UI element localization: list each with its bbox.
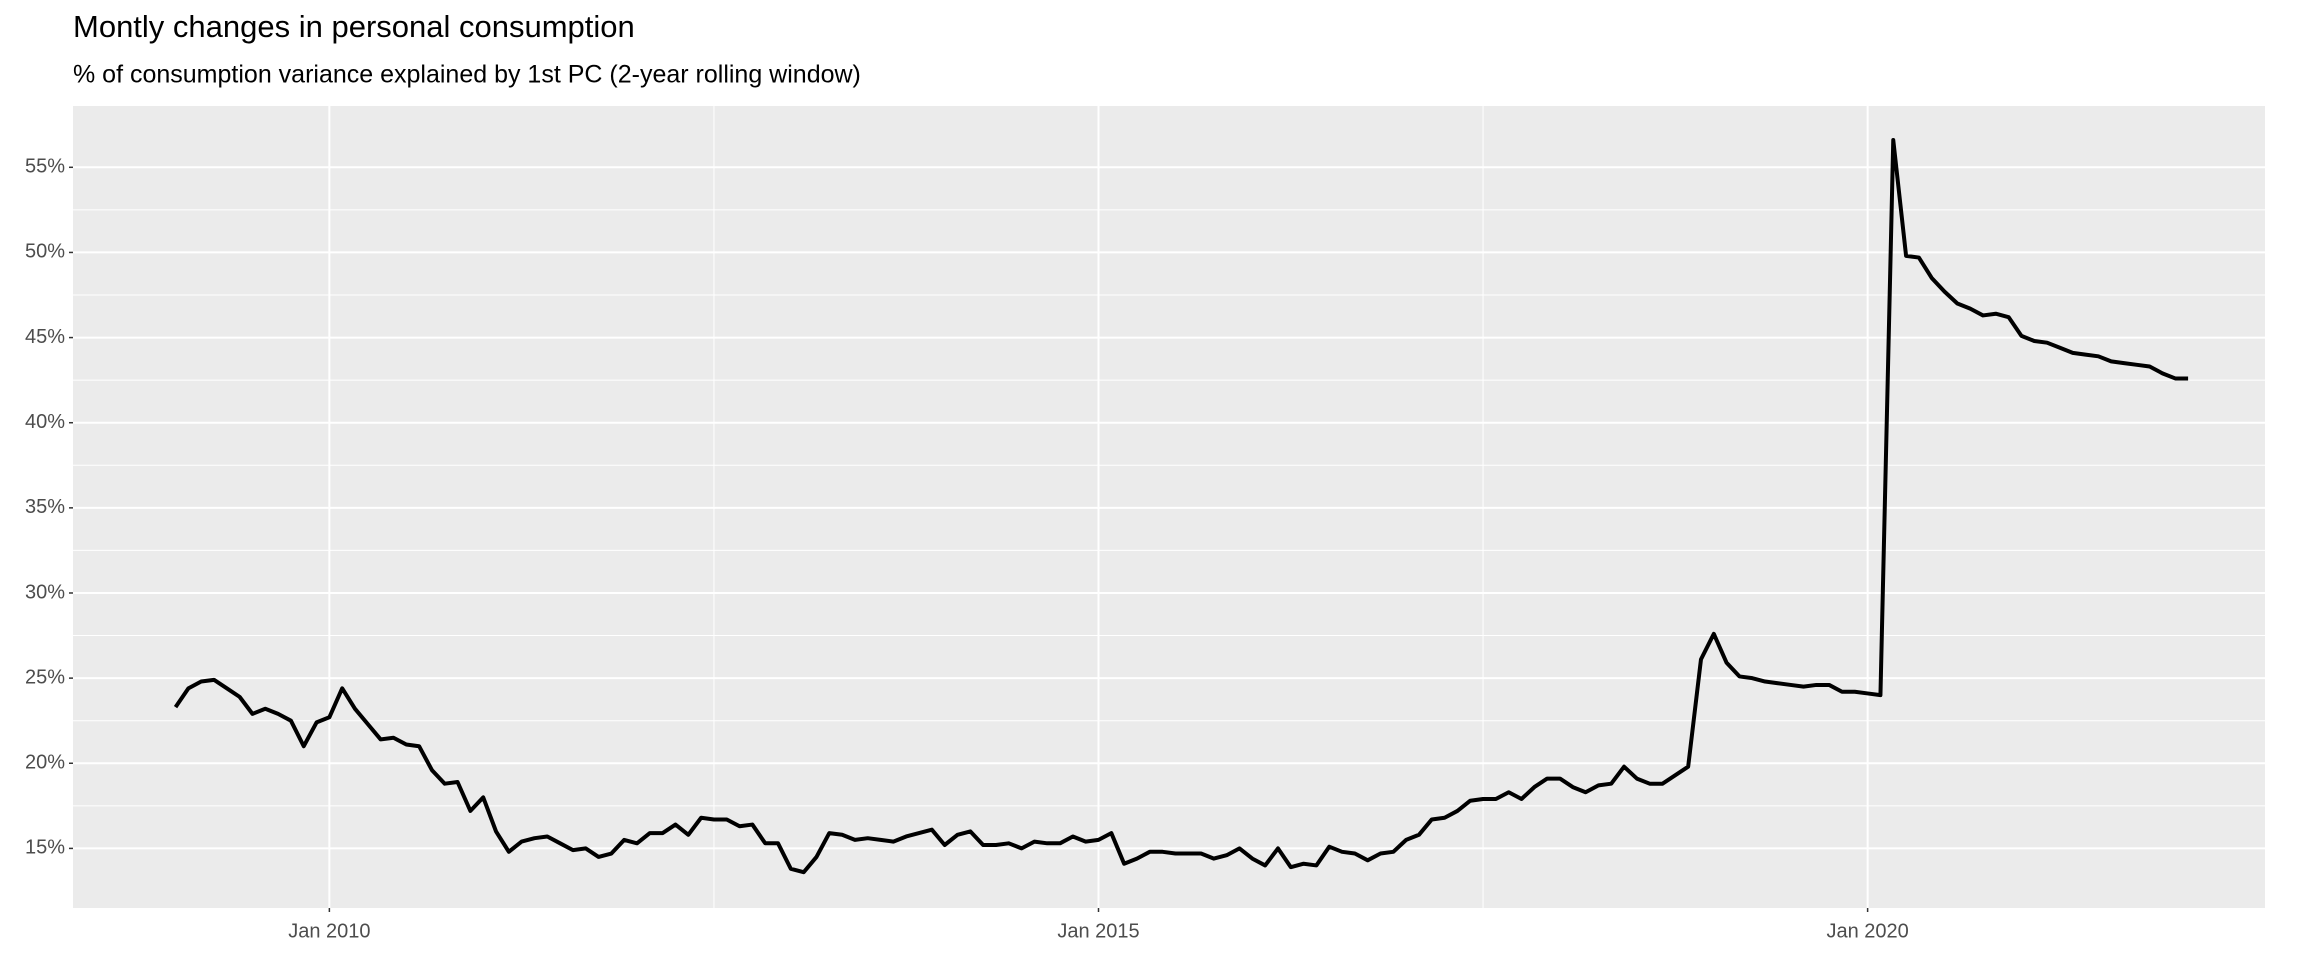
y-tick-label: 45% [25,326,65,348]
y-tick-label: 55% [25,156,65,178]
chart-title: Montly changes in personal consumption [73,9,635,44]
x-tick-label: Jan 2015 [1057,920,1139,942]
data-line [173,138,2189,875]
x-tick-label: Jan 2020 [1826,920,1908,942]
y-tick-label: 35% [25,496,65,518]
y-tick-label: 50% [25,241,65,263]
y-tick-label: 30% [25,581,65,603]
chart-subtitle: % of consumption variance explained by 1… [73,61,861,89]
y-tick-label: 40% [25,411,65,433]
y-tick-label: 20% [25,752,65,774]
y-tick-label: 15% [25,837,65,859]
x-tick-label: Jan 2010 [288,920,370,942]
y-tick-label: 25% [25,666,65,688]
